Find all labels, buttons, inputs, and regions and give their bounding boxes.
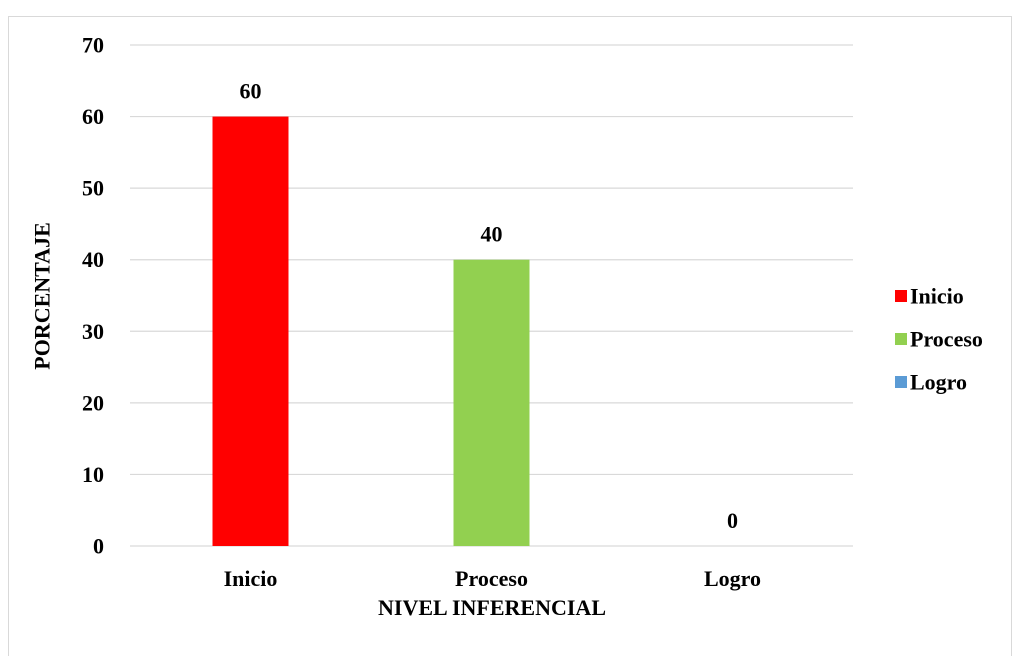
y-tick-label: 60 [82,104,104,129]
legend: Inicio Proceso Logro [895,284,983,395]
legend-label: Proceso [910,327,983,352]
y-tick-label: 30 [82,319,104,344]
y-tick-label: 10 [82,462,104,487]
data-label: 0 [727,508,738,533]
legend-label: Inicio [910,284,964,309]
legend-swatch [895,376,907,388]
bar-proceso [453,259,530,546]
legend-label: Logro [910,370,967,395]
y-tick-label: 70 [82,33,104,58]
y-tick-labels: 0 10 20 30 40 50 60 70 [82,33,104,559]
x-tick-label: Logro [704,566,761,591]
legend-swatch [895,290,907,302]
chart-frame [8,16,1012,656]
legend-swatch [895,333,907,345]
bar-inicio [212,116,289,547]
x-tick-label: Proceso [455,566,528,591]
y-tick-label: 20 [82,390,104,415]
x-axis-title: NIVEL INFERENCIAL [378,595,606,620]
x-tick-labels: Inicio Proceso Logro [224,566,761,591]
x-tick-label: Inicio [224,566,278,591]
data-label: 40 [481,222,503,247]
y-tick-label: 0 [93,534,104,559]
data-label: 60 [240,79,262,104]
y-tick-label: 50 [82,176,104,201]
y-tick-label: 40 [82,247,104,272]
bars [212,116,530,547]
data-labels: 60 40 0 [240,79,739,533]
y-axis-title: PORCENTAJE [30,222,55,370]
